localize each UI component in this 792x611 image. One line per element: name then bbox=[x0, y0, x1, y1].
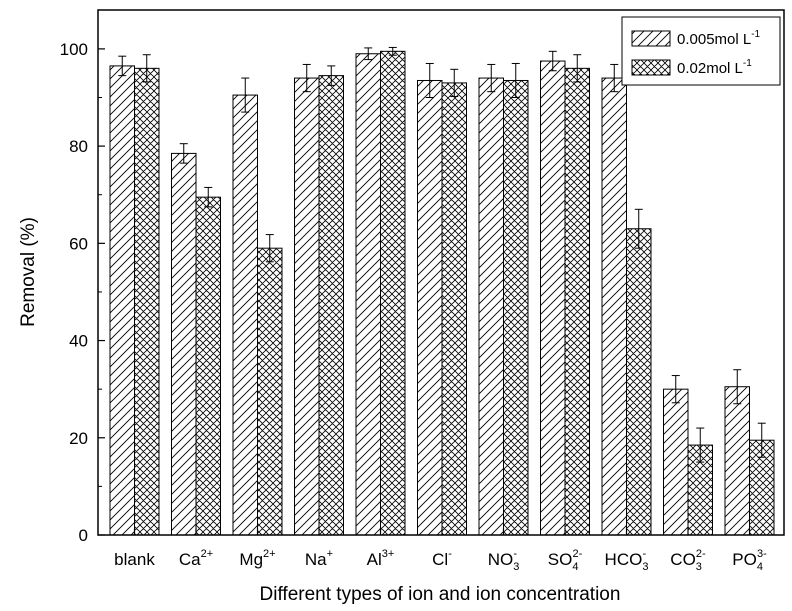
bar-s1-6 bbox=[503, 79, 529, 536]
y-axis-title: Removal (%) bbox=[18, 217, 39, 327]
legend-label-1: 0.02mol L-1 bbox=[677, 58, 752, 77]
legend-swatch-1 bbox=[631, 59, 671, 76]
bar-s0-8 bbox=[601, 77, 627, 536]
bar-s0-10 bbox=[724, 386, 750, 536]
bar-s0-5 bbox=[417, 79, 443, 536]
error-bar-s1-0 bbox=[142, 54, 151, 83]
x-tick-label-5: Cl- bbox=[432, 548, 452, 569]
bars-layer bbox=[109, 50, 775, 536]
x-tick-label-2: Mg2+ bbox=[239, 548, 275, 569]
legend-label-0: 0.005mol L-1 bbox=[677, 29, 761, 48]
y-tick-label-100: 100 bbox=[60, 40, 88, 59]
y-tick-label-80: 80 bbox=[69, 137, 88, 156]
error-bar-s1-5 bbox=[450, 68, 459, 98]
bar-s1-4 bbox=[380, 50, 406, 536]
y-axis: 0 20 40 60 80 100 bbox=[60, 40, 105, 545]
error-bar-s0-2 bbox=[241, 77, 250, 113]
x-tick-label-8: HCO3- bbox=[605, 548, 649, 573]
error-bar-s1-9 bbox=[696, 427, 705, 463]
bar-s0-0 bbox=[109, 65, 135, 536]
y-tick-label-20: 20 bbox=[69, 429, 88, 448]
legend: 0.005mol L-1 0.02mol L-1 bbox=[621, 16, 781, 86]
bar-s0-3 bbox=[294, 77, 320, 536]
x-tick-label-4: Al3+ bbox=[367, 548, 395, 569]
error-bar-s1-6 bbox=[511, 62, 520, 98]
error-bar-s0-4 bbox=[364, 47, 373, 61]
error-bar-s1-4 bbox=[388, 46, 397, 56]
x-tick-label-3: Na+ bbox=[305, 548, 333, 569]
y-tick-label-40: 40 bbox=[69, 332, 88, 351]
error-bar-s0-10 bbox=[733, 369, 742, 405]
y-tick-label-60: 60 bbox=[69, 234, 88, 253]
error-bar-s1-10 bbox=[757, 422, 766, 458]
error-bar-s0-9 bbox=[671, 375, 680, 404]
error-bar-s1-1 bbox=[204, 186, 213, 208]
bar-s1-2 bbox=[257, 247, 283, 536]
error-bar-s0-3 bbox=[302, 63, 311, 93]
bar-s1-0 bbox=[134, 67, 160, 536]
x-tick-label-7: SO42- bbox=[548, 548, 583, 573]
bar-s1-8 bbox=[626, 228, 652, 536]
error-bar-s1-7 bbox=[573, 54, 582, 83]
error-bar-s0-8 bbox=[610, 63, 619, 93]
legend-swatch-0 bbox=[631, 30, 671, 47]
error-bar-s0-7 bbox=[548, 50, 557, 72]
bar-s1-5 bbox=[441, 82, 467, 536]
bar-s0-1 bbox=[171, 152, 197, 536]
error-bar-s1-2 bbox=[265, 234, 274, 263]
bar-s0-2 bbox=[232, 94, 258, 536]
error-bar-s0-1 bbox=[179, 143, 188, 164]
x-tick-label-6: NO3- bbox=[488, 548, 520, 573]
error-bar-s0-6 bbox=[487, 63, 496, 93]
bar-s0-4 bbox=[355, 53, 381, 536]
x-axis: blank Ca2+ Mg2+ Na+ Al3+ Cl- NO3- SO42- HCO3- CO3… bbox=[114, 528, 767, 573]
error-bar-s0-0 bbox=[118, 55, 127, 77]
y-tick-label-0: 0 bbox=[79, 526, 88, 545]
x-tick-label-1: Ca2+ bbox=[179, 548, 213, 569]
bar-s0-6 bbox=[478, 77, 504, 536]
bar-s0-7 bbox=[540, 60, 566, 536]
bar-s0-9 bbox=[663, 388, 689, 536]
error-bar-s0-5 bbox=[425, 62, 434, 98]
bar-s1-1 bbox=[195, 196, 221, 536]
x-tick-label-10: PO43- bbox=[732, 548, 767, 573]
x-tick-label-0: blank bbox=[114, 550, 155, 569]
error-bars-layer bbox=[118, 46, 766, 463]
error-bar-s1-8 bbox=[634, 208, 643, 249]
bar-s1-3 bbox=[318, 75, 344, 536]
x-axis-title: Different types of ion and ion concentra… bbox=[260, 584, 621, 605]
plot-frame bbox=[97, 9, 785, 536]
bar-s1-7 bbox=[564, 67, 590, 536]
x-tick-label-9: CO32- bbox=[670, 548, 706, 573]
error-bar-s1-3 bbox=[327, 65, 336, 86]
